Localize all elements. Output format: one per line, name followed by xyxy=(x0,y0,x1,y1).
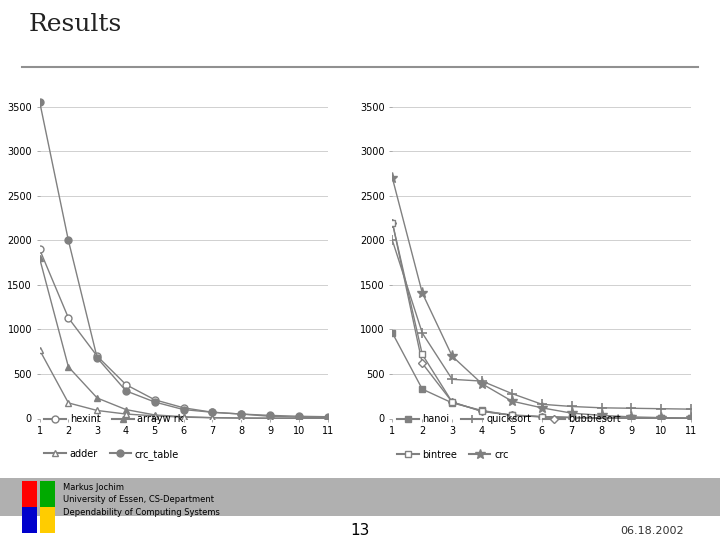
Bar xyxy=(22,507,37,534)
Legend: hanoi, quicksort, bubblesort: hanoi, quicksort, bubblesort xyxy=(397,414,621,424)
Bar xyxy=(40,481,55,507)
Text: 13: 13 xyxy=(351,523,369,538)
Legend: bintree, crc: bintree, crc xyxy=(397,449,509,460)
Text: Dependability of Computing Systems: Dependability of Computing Systems xyxy=(63,508,220,517)
Legend: hexint, arrayw rk: hexint, arrayw rk xyxy=(45,414,184,424)
Text: University of Essen, CS-Department: University of Essen, CS-Department xyxy=(63,495,214,504)
Text: Markus Jochim: Markus Jochim xyxy=(63,483,124,492)
Bar xyxy=(0,478,720,516)
Text: 06.18.2002: 06.18.2002 xyxy=(621,525,684,536)
Bar xyxy=(22,481,37,507)
Text: Results: Results xyxy=(29,13,122,36)
Legend: adder, crc_table: adder, crc_table xyxy=(45,449,179,460)
Bar xyxy=(40,507,55,534)
